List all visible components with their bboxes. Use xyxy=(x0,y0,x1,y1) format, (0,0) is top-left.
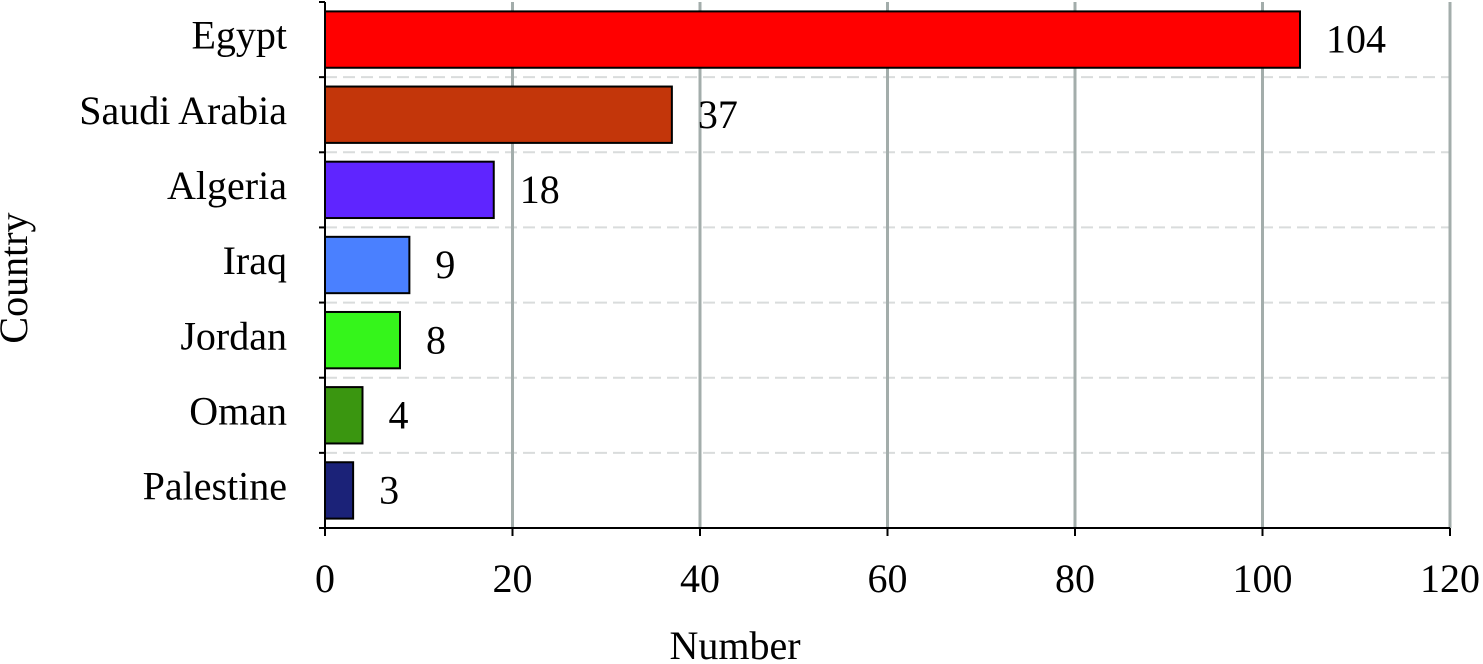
x-tick-label: 0 xyxy=(315,556,335,601)
x-tick-label: 60 xyxy=(868,556,908,601)
bar xyxy=(324,160,495,220)
y-tick-label: Oman xyxy=(189,388,287,433)
data-label: 3 xyxy=(379,468,399,513)
x-axis-label: Number xyxy=(669,623,800,664)
y-tick-label: Saudi Arabia xyxy=(79,88,287,133)
y-tick-label: Iraq xyxy=(223,238,287,283)
x-tick-label: 80 xyxy=(1055,556,1095,601)
x-tick-label: 40 xyxy=(680,556,720,601)
x-tick-label: 20 xyxy=(493,556,533,601)
data-label: 104 xyxy=(1326,17,1386,62)
y-tick-label: Egypt xyxy=(191,13,287,58)
bar xyxy=(324,461,355,520)
data-label: 9 xyxy=(435,242,455,287)
y-axis-label: Country xyxy=(0,212,36,343)
data-label: 4 xyxy=(389,392,409,437)
x-tick-label: 120 xyxy=(1420,556,1480,601)
bar xyxy=(324,85,673,144)
y-tick-label: Algeria xyxy=(167,163,287,208)
data-label: 37 xyxy=(698,92,738,137)
data-label: 18 xyxy=(520,167,560,212)
bar xyxy=(324,386,364,445)
x-tick-label: 100 xyxy=(1233,556,1293,601)
bar xyxy=(324,10,1301,69)
bar xyxy=(324,310,401,370)
bar xyxy=(324,235,411,295)
data-label: 8 xyxy=(426,317,446,362)
y-tick-label: Palestine xyxy=(143,464,287,509)
y-tick-label: Jordan xyxy=(180,313,287,358)
